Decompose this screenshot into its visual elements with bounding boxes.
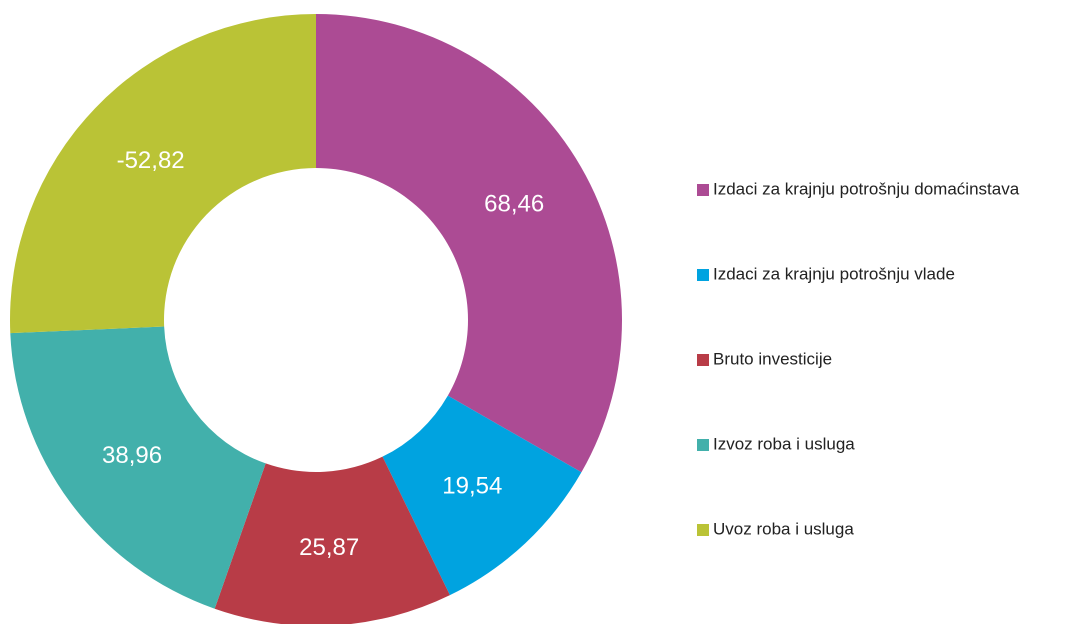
donut-slice <box>9 14 316 334</box>
data-label: 19,54 <box>442 473 502 500</box>
donut-slice <box>10 326 266 609</box>
legend-label: Izdaci za krajnju potrošnju vlade <box>713 264 955 283</box>
donut-slice <box>214 456 450 624</box>
data-label: 25,87 <box>299 534 359 561</box>
legend-swatch <box>697 439 709 451</box>
legend-swatch <box>697 354 709 366</box>
data-label: 68,46 <box>484 191 544 218</box>
legend-label: Uvoz roba i usluga <box>713 519 854 538</box>
legend-label: Izdaci za krajnju potrošnju domaćinstava <box>713 179 1020 198</box>
legend-swatch <box>697 184 709 196</box>
legend-swatch <box>697 524 709 536</box>
legend-label: Bruto investicije <box>713 349 832 368</box>
legend-label: Izvoz roba i usluga <box>713 434 855 453</box>
data-label: 38,96 <box>102 442 162 469</box>
data-label: -52,82 <box>117 147 185 174</box>
donut-slice <box>382 395 582 596</box>
donut-slice <box>316 14 622 473</box>
legend-swatch <box>697 269 709 281</box>
